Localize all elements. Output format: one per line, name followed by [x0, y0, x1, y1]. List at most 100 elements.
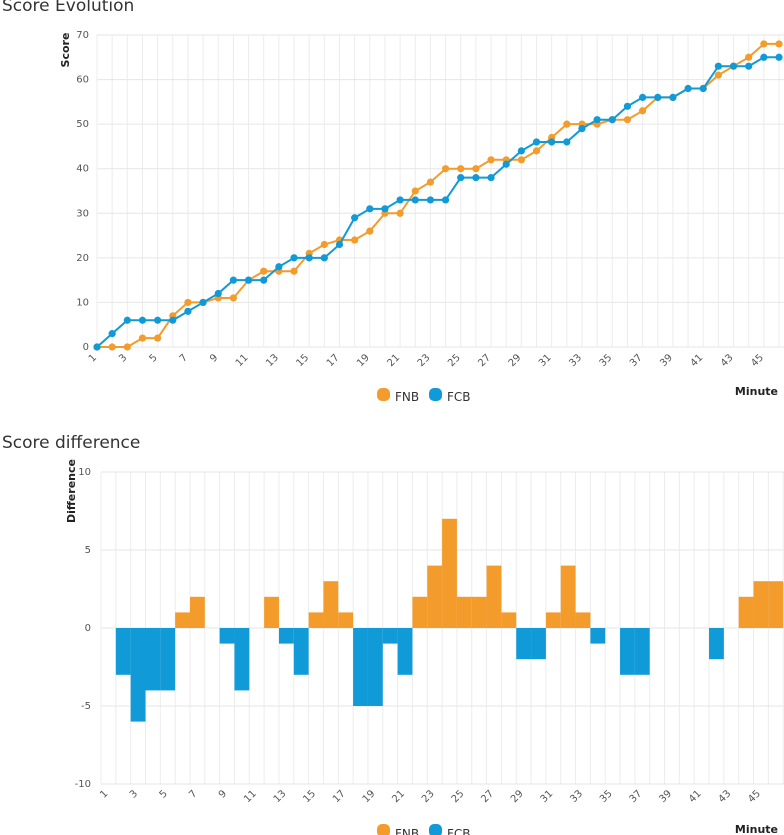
y-axis-title: Difference	[65, 459, 78, 523]
bar	[219, 628, 235, 644]
legend-label-fcb: FCB	[447, 390, 471, 404]
x-tick-label: 33	[568, 788, 585, 805]
data-point-fcb	[229, 276, 237, 284]
data-point-fcb	[714, 62, 722, 70]
data-point-fnb	[441, 165, 450, 173]
x-tick-label: 29	[509, 788, 526, 805]
x-tick-label: 33	[567, 352, 584, 369]
data-point-fnb	[396, 209, 404, 217]
series-line-fcb	[96, 56, 779, 348]
bar	[189, 596, 205, 628]
y-tick-label: -10	[75, 779, 91, 790]
bar	[175, 612, 190, 628]
bar	[338, 612, 354, 628]
data-point-fnb	[290, 267, 298, 275]
x-tick-label: 29	[507, 352, 524, 369]
x-tick-label: 39	[657, 788, 674, 805]
bar	[531, 628, 546, 660]
data-point-fnb	[123, 343, 131, 351]
data-point-fcb	[305, 254, 313, 262]
x-tick-label: 11	[234, 352, 251, 369]
x-tick-label: 3	[128, 788, 140, 800]
x-tick-label: 31	[539, 788, 556, 805]
x-tick-label: 21	[390, 788, 407, 805]
y-tick-label: 5	[85, 545, 91, 556]
x-tick-label: 31	[537, 352, 554, 369]
data-point-fcb	[532, 138, 541, 146]
x-tick-label: 13	[264, 352, 281, 369]
data-point-fcb	[320, 254, 328, 262]
bar	[575, 612, 591, 628]
data-point-fcb	[745, 62, 753, 70]
x-tick-label: 35	[598, 352, 615, 369]
data-point-fcb	[93, 343, 101, 351]
data-point-fcb	[608, 116, 616, 124]
data-point-fcb	[729, 62, 738, 70]
data-point-fcb	[123, 316, 131, 324]
bar	[308, 612, 324, 628]
x-tick-label: 37	[628, 352, 645, 369]
bar	[293, 628, 309, 675]
data-point-fcb	[199, 298, 207, 307]
x-tick-label: 9	[217, 788, 229, 800]
data-point-fcb	[381, 205, 389, 213]
x-tick-label: 19	[355, 352, 372, 369]
y-tick-label: 30	[76, 208, 89, 219]
bar	[516, 628, 532, 660]
data-point-fnb	[639, 107, 647, 115]
bar	[412, 596, 428, 628]
data-point-fcb	[639, 93, 647, 101]
y-tick-label: 10	[78, 467, 91, 478]
x-tick-label: 45	[749, 352, 766, 369]
data-point-fcb	[426, 196, 435, 204]
bar	[471, 596, 487, 628]
data-point-fnb	[623, 116, 632, 124]
y-tick-label: 0	[85, 623, 91, 634]
x-tick-label: 1	[98, 788, 110, 800]
x-tick-label: 27	[476, 352, 493, 369]
x-axis-title: Minute	[735, 385, 778, 398]
x-tick-label: 13	[272, 788, 289, 805]
data-point-fcb	[441, 196, 450, 204]
data-point-fcb	[154, 316, 162, 324]
bar	[130, 628, 146, 722]
data-point-fnb	[517, 156, 525, 164]
chart-title-score-evolution: Score Evolution	[2, 0, 135, 16]
bar	[560, 565, 576, 628]
x-tick-label: 37	[628, 788, 645, 805]
data-point-fnb	[745, 53, 753, 61]
legend-marker-fcb	[429, 824, 442, 835]
legend-label-fnb: FNB	[395, 390, 419, 404]
x-tick-label: 21	[385, 352, 402, 369]
y-tick-label: 60	[76, 75, 89, 86]
data-point-fnb	[472, 165, 480, 173]
legend-marker-fnb	[377, 824, 390, 835]
x-tick-label: 15	[295, 352, 312, 369]
data-point-fcb	[760, 53, 768, 61]
data-point-fcb	[684, 84, 692, 93]
x-tick-label: 9	[208, 352, 220, 364]
bar	[160, 628, 176, 691]
legend-label-fnb: FNB	[395, 827, 419, 835]
x-tick-label: 41	[687, 788, 704, 805]
data-point-fnb	[457, 165, 465, 173]
bar	[427, 565, 443, 628]
x-tick-label: 41	[689, 352, 706, 369]
bar	[545, 612, 561, 628]
legend-marker-fcb	[429, 388, 442, 401]
x-tick-label: 43	[717, 788, 734, 805]
data-point-fnb	[260, 267, 268, 275]
x-tick-label: 17	[331, 788, 348, 805]
data-point-fcb	[669, 93, 677, 101]
x-tick-label: 39	[658, 352, 675, 369]
data-point-fnb	[775, 40, 783, 48]
x-tick-label: 25	[450, 788, 467, 805]
data-point-fcb	[593, 116, 601, 124]
legend-label-fcb: FCB	[447, 827, 471, 835]
data-point-fcb	[169, 316, 177, 324]
data-point-fcb	[775, 53, 783, 61]
x-tick-label: 5	[158, 788, 170, 800]
y-tick-label: 70	[76, 30, 89, 41]
bar	[264, 596, 279, 628]
